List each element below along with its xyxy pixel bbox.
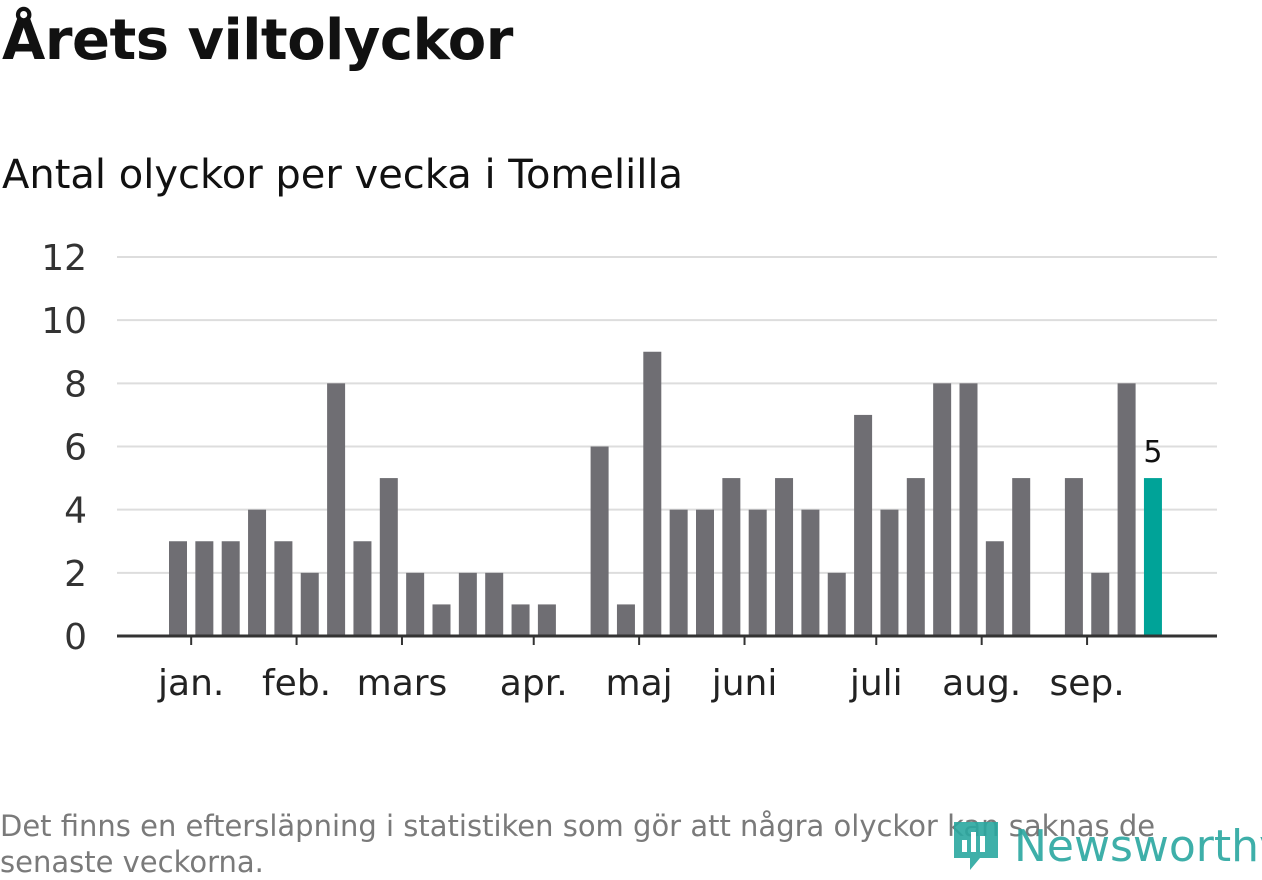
y-tick-label: 8 — [64, 364, 87, 405]
bar-highlight — [1143, 478, 1162, 636]
bar — [432, 604, 451, 636]
bar — [590, 446, 609, 636]
brand-name: Newsworthy — [1014, 820, 1262, 872]
y-tick-label: 2 — [64, 554, 87, 595]
bar — [511, 604, 530, 636]
x-tick-label: juni — [711, 663, 778, 704]
bar — [221, 541, 240, 636]
bar — [300, 572, 319, 636]
chart-subtitle: Antal olyckor per vecka i Tomelilla — [2, 152, 683, 198]
bar — [696, 509, 714, 636]
brand-logo: Newsworthy — [950, 818, 1262, 874]
x-tick-label: mars — [357, 663, 448, 704]
bar — [933, 383, 952, 636]
bar — [169, 541, 187, 636]
y-tick-label: 10 — [41, 301, 87, 342]
bar — [959, 383, 978, 636]
bar — [379, 478, 398, 636]
y-tick-label: 4 — [64, 491, 87, 532]
bar — [274, 541, 293, 636]
bar — [748, 509, 767, 636]
x-tick-label: jan. — [157, 663, 224, 704]
bar — [485, 572, 504, 636]
bar — [353, 541, 372, 636]
x-tick-label: apr. — [500, 663, 568, 704]
bar — [775, 478, 794, 636]
bar — [616, 604, 635, 636]
bar — [985, 541, 1004, 636]
bar — [248, 509, 267, 636]
y-tick-label: 6 — [64, 428, 87, 469]
bar — [1064, 478, 1083, 636]
x-tick-label: feb. — [262, 663, 331, 704]
x-tick-label: maj — [606, 663, 673, 704]
newsworthy-logo-icon — [954, 822, 998, 870]
x-tick-label: juli — [849, 663, 903, 704]
bar — [643, 351, 662, 636]
bar — [801, 509, 820, 636]
highlight-value-label: 5 — [1143, 435, 1162, 470]
y-tick-label: 0 — [64, 617, 87, 658]
bar — [458, 572, 477, 636]
bar — [195, 541, 214, 636]
bar-chart: 0 2 4 6 8 10 12 5 jan. feb. mars apr. maj juni juli aug… — [41, 238, 1217, 704]
chart-title: Årets viltolyckor — [2, 8, 513, 73]
bar — [880, 509, 899, 636]
bar — [669, 509, 688, 636]
x-tick-label: sep. — [1049, 663, 1124, 704]
y-tick-label: 12 — [41, 238, 87, 279]
x-tick-label: aug. — [942, 663, 1021, 704]
bar — [406, 572, 425, 636]
bar — [537, 604, 556, 636]
bar — [906, 478, 925, 636]
bar — [854, 414, 873, 636]
bar — [1091, 572, 1110, 636]
bar — [1012, 478, 1031, 636]
bar — [1117, 383, 1136, 636]
bar — [327, 383, 346, 636]
bar — [722, 478, 741, 636]
bar — [827, 572, 846, 636]
